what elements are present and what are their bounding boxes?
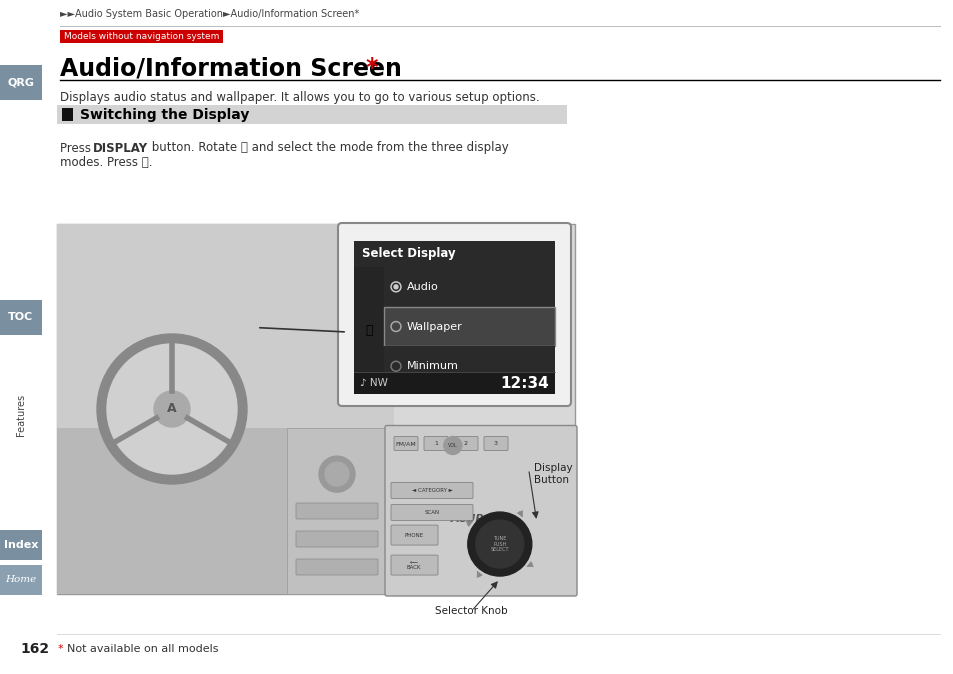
Text: 1: 1 — [434, 441, 437, 446]
Text: Not available on all models: Not available on all models — [67, 644, 218, 654]
Text: ►►Audio System Basic Operation►Audio/Information Screen*: ►►Audio System Basic Operation►Audio/Inf… — [60, 9, 359, 19]
FancyBboxPatch shape — [57, 224, 575, 594]
Text: TUNE
PUSH
SELECT: TUNE PUSH SELECT — [490, 536, 509, 553]
Circle shape — [443, 437, 461, 454]
Text: Switching the Display: Switching the Display — [80, 107, 249, 121]
Text: Wallpaper: Wallpaper — [407, 321, 462, 332]
FancyBboxPatch shape — [385, 425, 577, 596]
FancyBboxPatch shape — [454, 437, 477, 450]
FancyBboxPatch shape — [384, 307, 555, 346]
Text: Displays audio status and wallpaper. It allows you to go to various setup option: Displays audio status and wallpaper. It … — [60, 90, 539, 104]
FancyBboxPatch shape — [391, 555, 437, 575]
FancyBboxPatch shape — [57, 105, 566, 124]
Circle shape — [467, 512, 531, 576]
Circle shape — [392, 283, 399, 290]
FancyBboxPatch shape — [0, 530, 42, 560]
Text: Display
Button: Display Button — [533, 463, 572, 485]
Text: TOC: TOC — [9, 313, 33, 322]
Text: 162: 162 — [20, 642, 50, 656]
Circle shape — [391, 282, 400, 292]
Text: VOL: VOL — [448, 443, 457, 448]
Text: A: A — [167, 402, 176, 415]
Circle shape — [325, 462, 349, 486]
Text: ◄ CATEGORY ►: ◄ CATEGORY ► — [411, 488, 452, 493]
Text: Selector Knob: Selector Knob — [435, 606, 507, 616]
Text: Index: Index — [4, 540, 38, 550]
Text: 2: 2 — [463, 441, 468, 446]
FancyBboxPatch shape — [394, 437, 417, 450]
FancyBboxPatch shape — [483, 437, 507, 450]
Text: Audio/Information Screen: Audio/Information Screen — [60, 56, 401, 80]
FancyBboxPatch shape — [391, 525, 437, 545]
Circle shape — [107, 344, 236, 474]
FancyBboxPatch shape — [423, 437, 448, 450]
Text: QRG: QRG — [8, 78, 34, 88]
Text: 🔧: 🔧 — [365, 324, 373, 337]
Text: Models without navigation system: Models without navigation system — [64, 32, 219, 41]
FancyBboxPatch shape — [295, 503, 377, 519]
Circle shape — [392, 323, 399, 330]
Text: Home: Home — [6, 576, 36, 584]
Text: Select Display: Select Display — [361, 247, 456, 260]
Text: Minimum: Minimum — [407, 361, 458, 371]
FancyBboxPatch shape — [287, 427, 387, 594]
FancyBboxPatch shape — [57, 427, 394, 594]
FancyBboxPatch shape — [391, 483, 473, 499]
Circle shape — [391, 321, 400, 332]
Text: FM/AM: FM/AM — [395, 441, 416, 446]
Text: 12:34: 12:34 — [499, 375, 548, 390]
Text: ♪ NW: ♪ NW — [359, 378, 388, 388]
FancyBboxPatch shape — [391, 504, 473, 520]
Text: modes. Press ⓘ.: modes. Press ⓘ. — [60, 156, 152, 169]
FancyBboxPatch shape — [354, 241, 555, 267]
Text: 3: 3 — [494, 441, 497, 446]
Circle shape — [97, 334, 247, 484]
FancyBboxPatch shape — [60, 30, 223, 43]
FancyBboxPatch shape — [62, 108, 73, 121]
Text: SCAN: SCAN — [424, 510, 439, 515]
Text: *: * — [365, 56, 377, 80]
Text: DISPLAY: DISPLAY — [92, 142, 148, 154]
Text: *: * — [58, 644, 67, 654]
FancyBboxPatch shape — [384, 346, 555, 386]
Text: ACURA: ACURA — [450, 514, 493, 524]
FancyBboxPatch shape — [354, 267, 384, 394]
FancyBboxPatch shape — [384, 267, 555, 307]
FancyBboxPatch shape — [295, 559, 377, 575]
FancyBboxPatch shape — [354, 241, 555, 394]
Circle shape — [392, 363, 399, 370]
FancyBboxPatch shape — [354, 372, 555, 394]
Circle shape — [394, 285, 397, 289]
Circle shape — [391, 361, 400, 371]
Text: Features: Features — [16, 394, 26, 436]
FancyBboxPatch shape — [0, 65, 42, 100]
FancyBboxPatch shape — [0, 300, 42, 335]
Text: PHONE: PHONE — [404, 532, 423, 538]
Circle shape — [153, 391, 190, 427]
FancyBboxPatch shape — [57, 224, 394, 427]
FancyBboxPatch shape — [337, 223, 571, 406]
Circle shape — [318, 456, 355, 492]
FancyBboxPatch shape — [295, 531, 377, 547]
FancyBboxPatch shape — [0, 565, 42, 595]
Circle shape — [476, 520, 523, 568]
Text: Press: Press — [60, 142, 94, 154]
Text: Audio: Audio — [407, 282, 438, 292]
Text: ⟵
BACK: ⟵ BACK — [406, 559, 421, 570]
Text: button. Rotate ⓘ and select the mode from the three display: button. Rotate ⓘ and select the mode fro… — [148, 142, 508, 154]
